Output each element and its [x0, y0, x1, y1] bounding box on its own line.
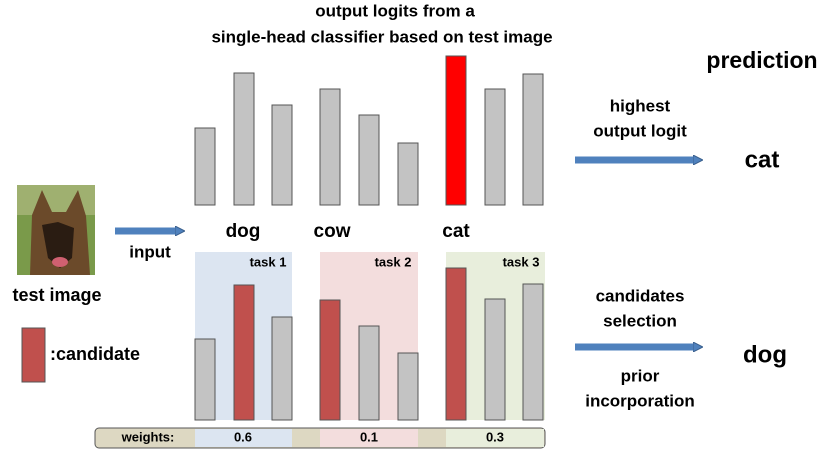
dog-image: [17, 185, 95, 275]
legend-swatch: [21, 327, 46, 383]
rule-text: highest: [610, 96, 671, 115]
task-label: task 2: [375, 254, 412, 269]
image-caption: test image: [12, 285, 101, 305]
task-label: task 3: [503, 254, 540, 269]
rule-text: selection: [603, 311, 677, 330]
weight-value: 0.6: [234, 429, 252, 444]
rule-text: candidates: [596, 286, 685, 305]
prediction-heading: prediction: [706, 47, 817, 73]
result: dog: [743, 341, 787, 368]
legend-label: :candidate: [50, 344, 140, 364]
class-label: cat: [442, 221, 470, 242]
rule-text: output logit: [593, 121, 687, 140]
weight-value: 0.1: [360, 429, 378, 444]
class-label: cow: [314, 221, 351, 242]
result: cat: [745, 146, 780, 173]
rule-text: incorporation: [585, 391, 695, 410]
title-line: output logits from a: [315, 1, 475, 20]
weights-label: weights:: [121, 429, 175, 444]
task-label: task 1: [250, 254, 287, 269]
bottom-bars: [194, 267, 544, 421]
weight-value: 0.3: [486, 429, 504, 444]
rule-text: prior: [621, 366, 660, 385]
title-line: single-head classifier based on test ima…: [211, 27, 552, 46]
class-label: dog: [226, 221, 261, 242]
weights-bar: [94, 427, 546, 449]
arrow-label: input: [129, 242, 171, 261]
top-bars: [194, 55, 544, 206]
